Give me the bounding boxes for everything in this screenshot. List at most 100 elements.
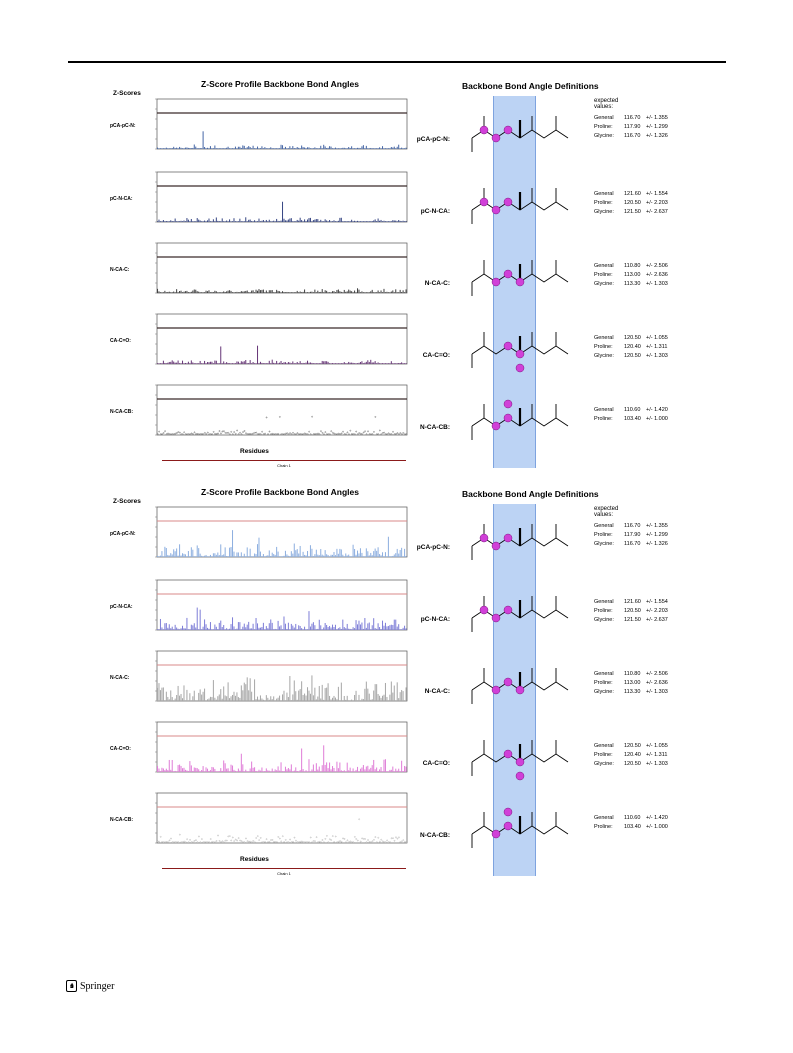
residue-bar [208,770,210,772]
residue-bar [201,694,203,701]
residue-bar [212,219,214,222]
highlighted-atom [503,413,513,423]
residue-bar [271,699,273,701]
residue-point [383,841,386,843]
residue-bar [262,699,264,701]
residue-bar [193,690,195,701]
residue-bar [279,221,281,222]
residue-bar [264,147,266,149]
residue-bar [323,745,325,772]
highlighted-atom [503,125,513,135]
residue-bar [227,290,229,293]
residue-bar [280,556,282,557]
residue-bar [233,218,235,222]
sd-value: +/- 2.203 [646,200,668,206]
residue-point [202,841,205,844]
residue-bar [371,362,373,364]
residue-bar [308,147,310,149]
residue-bar [401,362,403,364]
residue-bar [373,690,375,701]
residue-bar [165,221,167,222]
residue-bar [383,220,385,222]
residue-bar [302,362,304,364]
residue-bar [162,148,164,149]
residue-bar [161,363,163,364]
residue-bar [351,629,353,630]
residue-bar [198,363,200,364]
residue-bar [223,554,225,557]
residue-bar [295,148,297,149]
residue-bar [367,551,369,557]
mean-value: 110.60 [624,407,641,413]
residue-bar [384,682,386,701]
residue-bar [330,769,332,772]
residue-point [292,840,294,843]
residue-bar [371,289,373,293]
residue-bar [324,764,326,772]
residue-bar [364,221,366,222]
residue-bar [254,220,256,222]
sd-value: +/- 1.311 [646,344,668,350]
residue-bar [159,148,161,149]
residue-bar [170,690,172,701]
residue-bar [339,700,341,701]
residue-bar [234,695,236,701]
plot-frame [156,313,408,365]
residue-bar [304,363,306,364]
residue-bar [384,221,386,222]
residue-point [198,835,200,838]
zscore-plot [155,650,408,702]
residue-bar [261,767,263,772]
residue-bar [330,292,332,293]
residue-bar [399,363,401,364]
residue-bar [177,628,179,630]
expected-value-line: General 110.80 +/- 2.506 [594,670,668,679]
residue-bar [402,691,404,701]
residue-bar [382,552,384,557]
residue-bar [186,689,188,701]
residue-bar [186,556,188,557]
residue-bar [183,685,185,701]
residue-bar [170,769,172,772]
residue-bar [329,625,331,630]
residue-bar [392,692,394,701]
residue-point [398,433,400,436]
chain-bar [162,868,406,869]
residue-bar [270,771,272,772]
residue-bar [402,220,404,222]
expected-value-line: Glycine: 116.70 +/- 1.326 [594,540,668,549]
residue-bar [261,220,263,222]
residue-bar [370,699,372,701]
residue-bar [359,624,361,630]
residue-bar [190,700,192,701]
residue-bar [201,770,203,772]
residue-bar [374,548,376,557]
residue-bar [354,220,356,222]
residue-bar [301,145,303,149]
residue-point [178,431,181,434]
residue-bar [301,628,303,630]
residue-point [195,839,197,841]
residue-point [255,431,258,434]
residue-point [299,840,302,843]
residue-bar [177,292,179,293]
residue-bar [237,146,239,149]
residue-point [312,840,315,842]
residue-bar [318,766,320,772]
residue-bar [230,696,232,701]
residue-bar [168,361,170,364]
residue-bar [190,765,192,772]
residue-point [312,433,315,436]
residue-bar [364,769,366,772]
residue-bar [229,771,231,772]
residue-bar [404,625,406,630]
residue-bar [355,769,357,772]
residue-bar [176,362,178,364]
residue-point [165,841,168,843]
residue-bar [157,765,159,772]
residue-bar [289,292,291,293]
residue-bar [333,627,335,630]
residue-point [190,841,193,844]
expected-value-line: General 110.60 +/- 1.420 [594,814,668,823]
residue-bar [161,627,163,630]
